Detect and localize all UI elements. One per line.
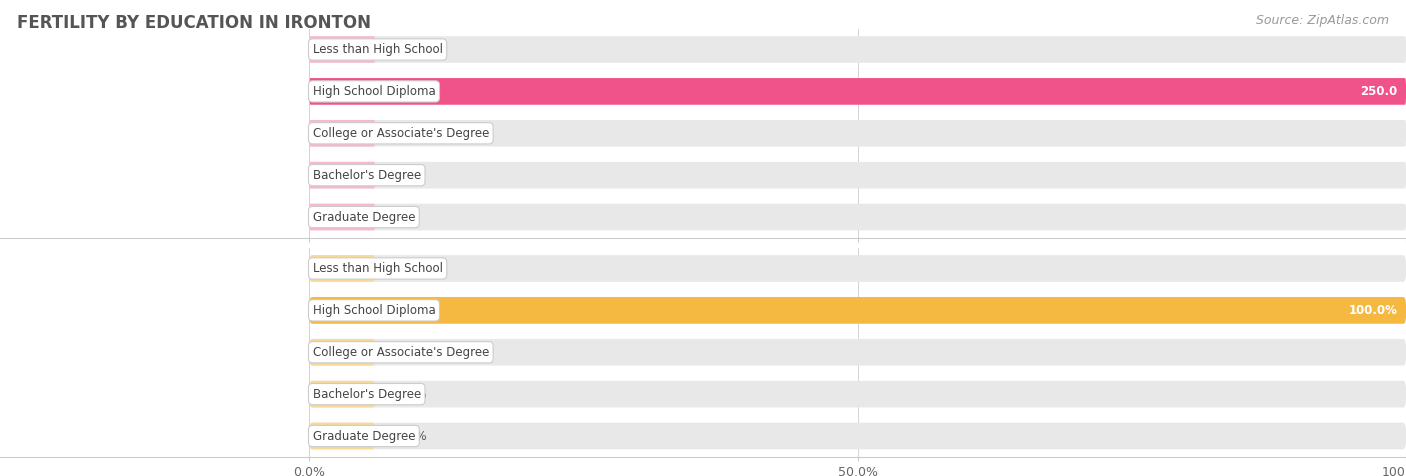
Text: Less than High School: Less than High School bbox=[312, 262, 443, 275]
Text: 0.0%: 0.0% bbox=[396, 387, 426, 401]
FancyBboxPatch shape bbox=[309, 120, 375, 147]
Text: 250.0: 250.0 bbox=[1360, 85, 1398, 98]
Text: FERTILITY BY EDUCATION IN IRONTON: FERTILITY BY EDUCATION IN IRONTON bbox=[17, 14, 371, 32]
FancyBboxPatch shape bbox=[309, 36, 375, 63]
FancyBboxPatch shape bbox=[309, 423, 1406, 449]
FancyBboxPatch shape bbox=[309, 381, 375, 407]
Text: 0.0: 0.0 bbox=[391, 127, 409, 140]
FancyBboxPatch shape bbox=[309, 297, 1406, 324]
Text: High School Diploma: High School Diploma bbox=[312, 304, 436, 317]
FancyBboxPatch shape bbox=[309, 339, 1406, 366]
Text: 0.0: 0.0 bbox=[391, 169, 409, 182]
FancyBboxPatch shape bbox=[309, 255, 375, 282]
Text: 0.0%: 0.0% bbox=[396, 346, 426, 359]
Text: Graduate Degree: Graduate Degree bbox=[312, 210, 415, 224]
Text: 100.0%: 100.0% bbox=[1348, 304, 1398, 317]
FancyBboxPatch shape bbox=[309, 162, 375, 188]
Text: College or Associate's Degree: College or Associate's Degree bbox=[312, 346, 489, 359]
FancyBboxPatch shape bbox=[309, 255, 1406, 282]
FancyBboxPatch shape bbox=[309, 381, 1406, 407]
FancyBboxPatch shape bbox=[309, 339, 375, 366]
Text: High School Diploma: High School Diploma bbox=[312, 85, 436, 98]
FancyBboxPatch shape bbox=[309, 162, 1406, 188]
FancyBboxPatch shape bbox=[309, 204, 1406, 230]
Text: Less than High School: Less than High School bbox=[312, 43, 443, 56]
Text: College or Associate's Degree: College or Associate's Degree bbox=[312, 127, 489, 140]
FancyBboxPatch shape bbox=[309, 36, 1406, 63]
Text: Source: ZipAtlas.com: Source: ZipAtlas.com bbox=[1256, 14, 1389, 27]
Text: 0.0%: 0.0% bbox=[396, 429, 426, 443]
FancyBboxPatch shape bbox=[309, 78, 1406, 105]
Text: 0.0: 0.0 bbox=[391, 43, 409, 56]
Text: Bachelor's Degree: Bachelor's Degree bbox=[312, 387, 420, 401]
Text: 0.0%: 0.0% bbox=[396, 262, 426, 275]
Text: Bachelor's Degree: Bachelor's Degree bbox=[312, 169, 420, 182]
Text: Graduate Degree: Graduate Degree bbox=[312, 429, 415, 443]
FancyBboxPatch shape bbox=[309, 120, 1406, 147]
FancyBboxPatch shape bbox=[309, 423, 375, 449]
FancyBboxPatch shape bbox=[309, 204, 375, 230]
FancyBboxPatch shape bbox=[309, 297, 1406, 324]
FancyBboxPatch shape bbox=[309, 78, 1406, 105]
Text: 0.0: 0.0 bbox=[391, 210, 409, 224]
